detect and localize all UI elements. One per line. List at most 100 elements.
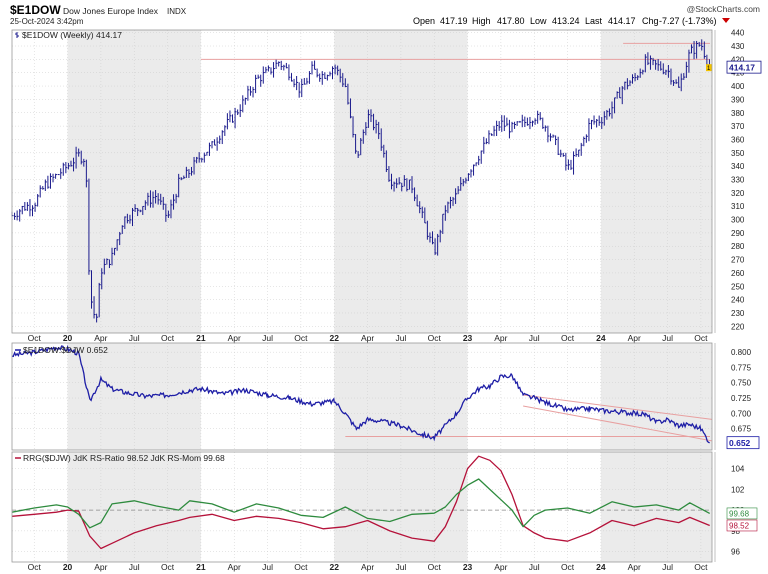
y-tick-label: 0.800 <box>731 348 752 357</box>
price-legend: $E1DOW (Weekly) 414.17 <box>15 30 122 40</box>
x-tick-label: Oct <box>294 562 308 572</box>
y-tick-label: 230 <box>731 309 745 318</box>
chg-label: Chg <box>642 16 659 26</box>
trend-channel-line <box>523 394 713 420</box>
x-tick-label: Apr <box>361 562 374 572</box>
x-tick-label: 20 <box>63 562 73 572</box>
y-tick-label: 440 <box>731 29 745 38</box>
x-tick-label: 22 <box>329 333 339 343</box>
last-value-tag <box>726 60 762 74</box>
y-tick-label: 360 <box>731 135 745 144</box>
x-tick-label: Oct <box>694 333 708 343</box>
x-tick-label: Apr <box>228 333 241 343</box>
y-tick-label: 270 <box>731 256 745 265</box>
y-tick-label: 0.700 <box>731 409 752 418</box>
x-tick-label: Apr <box>494 562 507 572</box>
last-value: 414.17 <box>608 16 636 26</box>
x-tick-label: Jul <box>262 333 273 343</box>
y-tick-label: 104 <box>731 465 745 474</box>
y-tick-label: 98 <box>731 527 740 536</box>
y-tick-label: 260 <box>731 269 745 278</box>
x-tick-label: Apr <box>94 562 107 572</box>
chart-index-name: Dow Jones Europe Index <box>63 6 159 16</box>
open-value: 417.19 <box>440 16 468 26</box>
trend-channel-line <box>523 405 713 442</box>
price-legend-text: $E1DOW (Weekly) 414.17 <box>22 30 122 40</box>
rrg-legend: RRG($DJW) JdK RS-Ratio 98.52 JdK RS-Mom … <box>15 453 225 463</box>
x-tick-label: Oct <box>161 333 175 343</box>
ratio-last-value-tag <box>726 436 760 450</box>
marker-label: 1 <box>707 66 711 72</box>
x-tick-label: Jul <box>129 333 140 343</box>
y-tick-label: 0.775 <box>731 363 752 372</box>
y-tick-label: 250 <box>731 282 745 291</box>
x-tick-label: Apr <box>228 562 241 572</box>
x-tick-label: 23 <box>463 562 473 572</box>
bar-legend-icon <box>15 32 19 38</box>
x-tick-label: 24 <box>596 333 606 343</box>
x-tick-label: 20 <box>63 333 73 343</box>
x-tick-label: 24 <box>596 562 606 572</box>
chg-value: -7.27 (-1.73%) <box>659 16 717 26</box>
x-tick-label: Apr <box>628 562 641 572</box>
high-value: 417.80 <box>497 16 525 26</box>
rrg-last-value-text: 99.68 <box>729 509 750 518</box>
y-tick-label: 240 <box>731 296 745 305</box>
down-arrow-icon <box>722 18 730 23</box>
y-tick-label: 220 <box>731 322 745 331</box>
rs-momentum-line <box>11 478 711 529</box>
y-tick-label: 350 <box>731 149 745 158</box>
rrg-legend-text: RRG($DJW) JdK RS-Ratio 98.52 JdK RS-Mom … <box>23 453 225 463</box>
x-axis: Oct Oct 20 20 Apr Apr Jul Jul Oct Oct 21 21 Apr Apr Ju… <box>28 333 709 572</box>
ratio-legend: $E1DOW:$DJW 0.652 <box>15 345 108 355</box>
y-tick-label: 400 <box>731 82 745 91</box>
y-tick-label: 380 <box>731 109 745 118</box>
shaded-year-band <box>334 343 468 450</box>
ratio-panel: 0.675 0.700 0.725 0.750 0.775 0.800 $E1DOW:$DJ… <box>11 342 760 451</box>
x-tick-label: Jul <box>395 333 406 343</box>
y-tick-label: 390 <box>731 95 745 104</box>
rrg-last-value-tag <box>726 507 758 520</box>
x-tick-label: 23 <box>463 333 473 343</box>
watermark: @StockCharts.com <box>687 4 760 14</box>
chart-exchange: INDX <box>167 7 187 16</box>
x-tick-label: 21 <box>196 333 206 343</box>
y-tick-label: 0.725 <box>731 394 752 403</box>
x-tick-label: Oct <box>561 562 575 572</box>
panel-border <box>11 342 713 451</box>
x-tick-label: 21 <box>196 562 206 572</box>
high-label: High <box>472 16 491 26</box>
marker-flag-icon <box>706 64 712 72</box>
x-tick-label: Oct <box>161 562 175 572</box>
x-tick-label: Oct <box>428 333 442 343</box>
panel-border <box>11 29 713 334</box>
x-tick-label: Jul <box>662 333 673 343</box>
ratio-legend-text: $E1DOW:$DJW 0.652 <box>23 345 108 355</box>
x-tick-label: Apr <box>361 333 374 343</box>
x-tick-label: Jul <box>529 333 540 343</box>
low-label: Low <box>530 16 547 26</box>
y-tick-label: 330 <box>731 175 745 184</box>
ratio-line <box>11 344 710 444</box>
ratio-last-value-text: 0.652 <box>729 438 751 448</box>
x-tick-label: Jul <box>129 562 140 572</box>
x-tick-label: Oct <box>294 333 308 343</box>
ohlc-summary: Open 417.19 High 417.80 Low 413.24 Last … <box>413 16 730 26</box>
y-tick-label: 102 <box>731 485 745 494</box>
x-tick-label: 22 <box>329 562 339 572</box>
x-tick-label: Apr <box>628 333 641 343</box>
rrg-last-value-tag <box>726 519 758 532</box>
x-tick-label: Jul <box>395 562 406 572</box>
price-bars <box>11 39 711 323</box>
x-tick-label: Jul <box>662 562 673 572</box>
shaded-year-band <box>600 452 712 562</box>
y-tick-label: 0.675 <box>731 425 752 434</box>
x-tick-label: Oct <box>28 333 42 343</box>
y-tick-label: 0.750 <box>731 379 752 388</box>
y-tick-label: 420 <box>731 55 745 64</box>
y-tick-label: 290 <box>731 229 745 238</box>
shaded-year-band <box>600 30 712 333</box>
shaded-year-band <box>600 343 712 450</box>
